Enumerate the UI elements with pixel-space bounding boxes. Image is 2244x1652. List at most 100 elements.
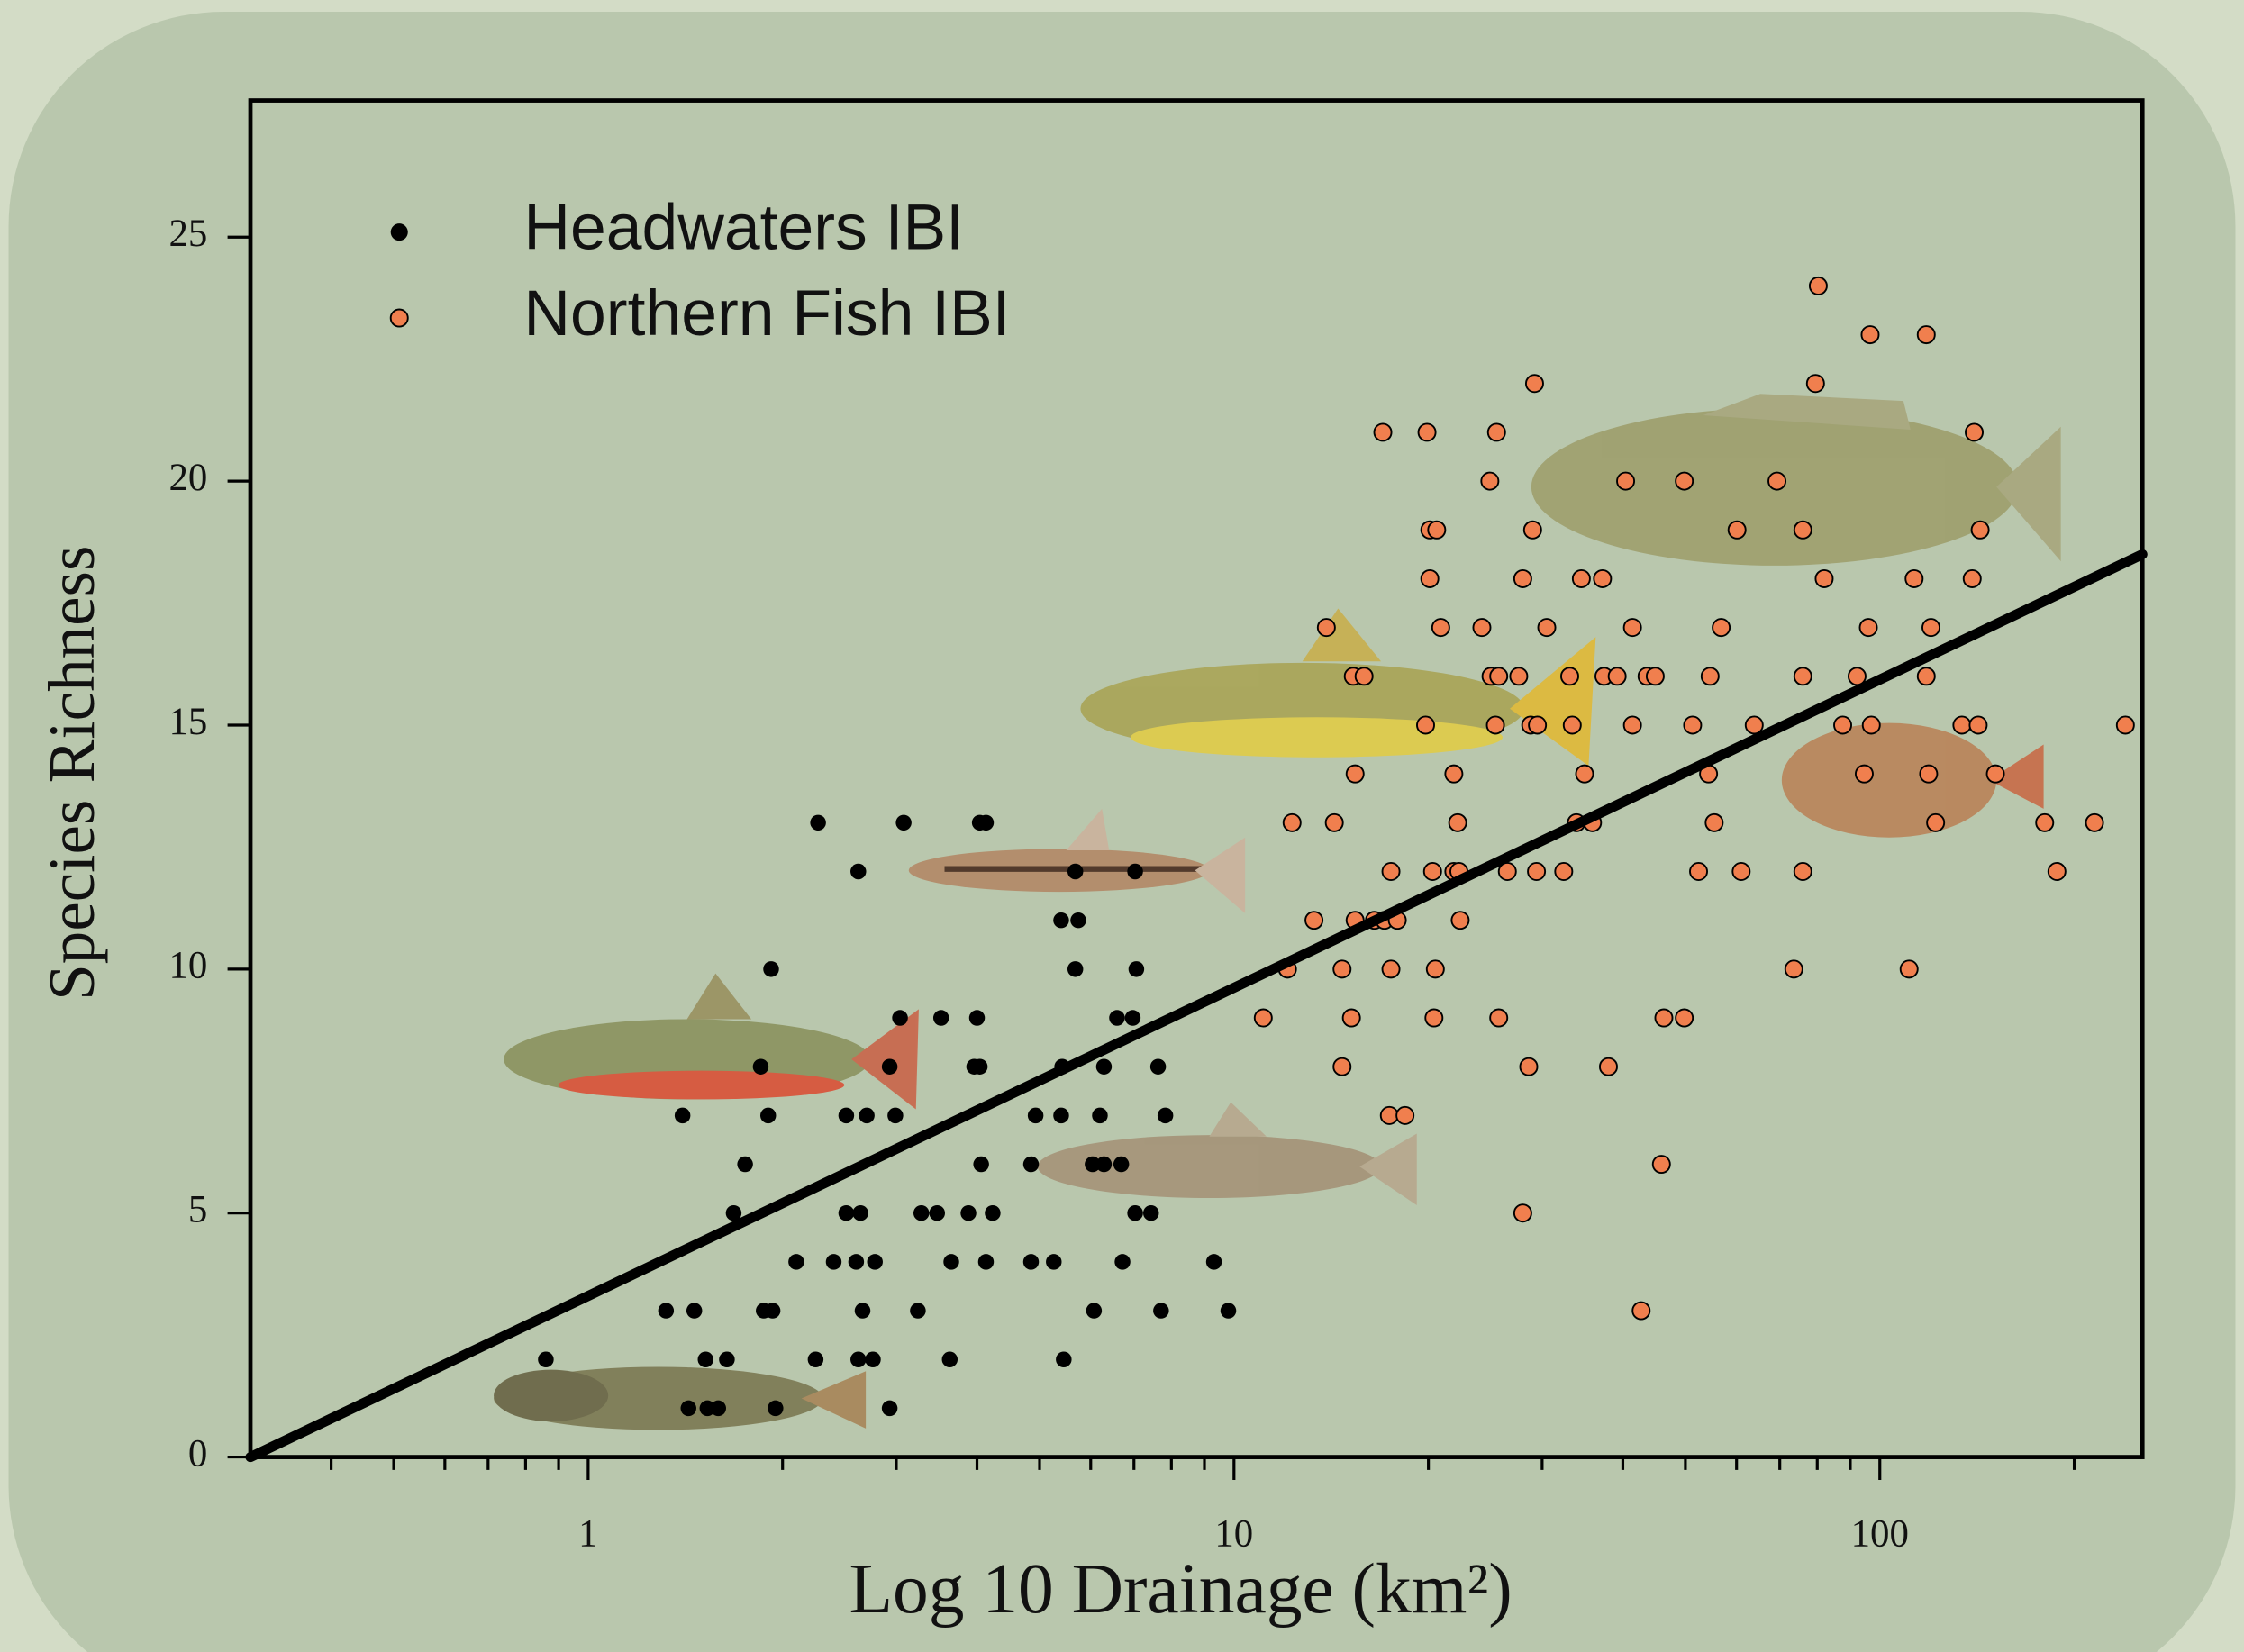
data-point [1520,1058,1537,1076]
data-point [985,1205,1000,1221]
data-point [1490,1009,1507,1026]
data-point [1624,716,1641,733]
data-point [849,1254,864,1269]
data-point [1905,570,1922,587]
data-point [1109,1010,1124,1025]
data-point [2036,814,2053,831]
data-point [788,1254,804,1269]
data-point [1067,864,1083,879]
data-point [1600,1058,1617,1076]
data-point [1381,1107,1398,1124]
data-point [1732,863,1749,880]
data-point [895,815,911,831]
y-tick-label: 15 [168,701,207,743]
data-point [1096,1058,1112,1074]
data-point [933,1010,949,1025]
data-point [760,1108,776,1123]
data-point [1746,716,1763,733]
data-point [1617,473,1634,490]
data-point [882,1401,897,1416]
data-point [1860,619,1877,636]
data-point [686,1303,702,1318]
data-point [1576,766,1593,783]
data-point [1023,1254,1039,1269]
data-point [1920,766,1937,783]
legend-label: Headwaters IBI [523,192,964,264]
data-point [1528,863,1545,880]
data-point [808,1352,823,1367]
y-axis-title: Species Richness [35,546,108,1001]
data-point [1096,1157,1112,1172]
data-point [960,1205,976,1221]
data-point [839,1205,854,1221]
data-point [1305,912,1322,929]
data-point [1624,619,1641,636]
data-point [659,1303,674,1318]
data-point [1284,814,1301,831]
data-point [1953,716,1970,733]
data-point [865,1352,880,1367]
data-point [1445,766,1462,783]
data-point [1964,570,1981,587]
data-point [1538,619,1555,636]
data-point [1255,1009,1272,1026]
y-tick-label: 0 [188,1432,207,1475]
data-point [930,1205,945,1221]
data-point [852,1205,868,1221]
data-point [1028,1108,1043,1123]
data-point [1333,960,1350,977]
data-point [1966,423,1983,440]
data-point [1729,522,1746,539]
data-point [1451,912,1468,929]
data-point [1713,619,1730,636]
data-point [1647,667,1664,685]
data-point [1449,814,1467,831]
data-point [1676,473,1693,490]
data-point [978,815,994,831]
data-point [2049,863,2066,880]
data-point [1143,1205,1158,1221]
data-point [1676,1009,1693,1026]
data-point [1573,570,1590,587]
data-point [675,1108,690,1123]
data-point [719,1352,734,1367]
data-point [969,1010,985,1025]
data-point [1987,766,2004,783]
data-point [1150,1058,1166,1074]
data-point [737,1157,752,1172]
y-tick-label: 25 [168,213,207,255]
y-tick-label: 20 [168,457,207,499]
data-point [1487,716,1504,733]
data-point [1333,1058,1350,1076]
data-point [1861,326,1878,343]
data-point [1473,619,1490,636]
data-point [1863,716,1880,733]
data-point [1690,863,1707,880]
data-point [1794,522,1812,539]
data-point [1653,1156,1670,1173]
data-point [1046,1254,1061,1269]
x-tick-label: 100 [1851,1512,1909,1555]
data-point [1918,326,1935,343]
data-point [1318,619,1335,636]
data-point [1067,961,1083,976]
data-point [1206,1254,1222,1269]
data-point [1422,570,1439,587]
data-point [887,1108,903,1123]
data-point [768,1401,783,1416]
data-point [910,1303,925,1318]
data-point [859,1108,874,1123]
data-point [1524,522,1541,539]
legend-marker [391,309,408,326]
data-point [1561,667,1578,685]
data-point [1092,1108,1107,1123]
data-point [1901,960,1918,977]
data-point [1922,619,1940,636]
data-point [1632,1303,1649,1320]
data-point [1810,277,1827,295]
data-point [1419,423,1436,440]
data-point [1428,522,1445,539]
data-point [1529,716,1546,733]
data-point [1056,1352,1071,1367]
data-point [1768,473,1785,490]
